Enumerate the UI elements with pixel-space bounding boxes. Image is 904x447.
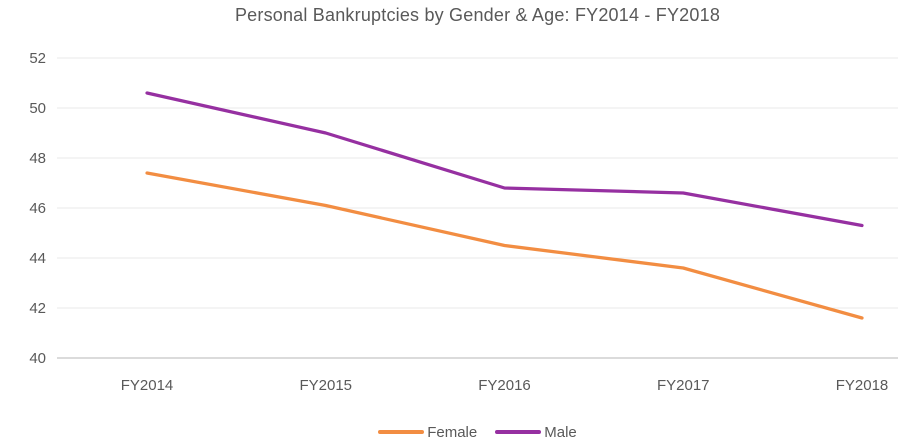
x-tick-label-fy2018: FY2018: [836, 377, 889, 394]
y-tick-label-48: 48: [29, 150, 46, 167]
y-tick-label-44: 44: [29, 250, 46, 267]
y-tick-label-42: 42: [29, 300, 46, 317]
legend-item-female: Female: [378, 424, 477, 441]
legend-label-female: Female: [427, 423, 478, 441]
y-tick-label-40: 40: [29, 350, 46, 367]
legend-label-male: Male: [544, 423, 577, 441]
legend-swatch-male: [495, 430, 542, 434]
x-tick-label-fy2014: FY2014: [121, 377, 174, 394]
series-line-male: [145, 91, 864, 228]
chart-title: Personal Bankruptcies by Gender & Age: F…: [234, 5, 721, 25]
x-tick-label-fy2016: FY2016: [478, 377, 531, 394]
y-tick-label-50: 50: [29, 100, 46, 117]
legend: Female Male: [57, 420, 898, 444]
y-tick-label-46: 46: [29, 200, 46, 217]
x-tick-label-fy2017: FY2017: [657, 377, 710, 394]
legend-swatch-female: [378, 430, 425, 434]
y-tick-label-52: 52: [29, 50, 46, 67]
legend-item-male: Male: [495, 424, 577, 441]
x-tick-label-fy2015: FY2015: [299, 377, 352, 394]
series-line-female: [145, 171, 864, 320]
